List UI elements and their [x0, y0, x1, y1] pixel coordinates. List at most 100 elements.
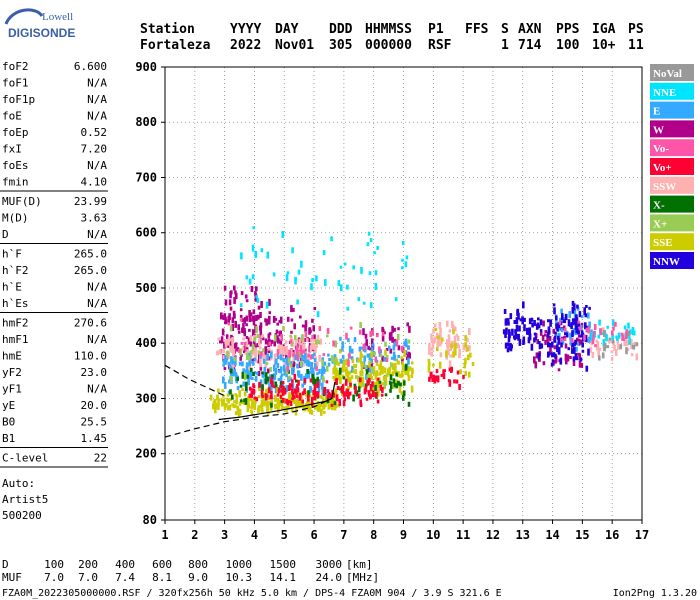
echo-mark-x [289, 363, 293, 368]
echo-mark-nnw [573, 303, 576, 311]
param-value: N/A [87, 77, 107, 90]
auto-text: 500200 [2, 509, 42, 522]
echo-mark-w [267, 349, 271, 353]
echo-mark-w [577, 338, 581, 346]
echo-mark-nne [310, 283, 313, 291]
echo-mark-x [294, 379, 298, 383]
echo-mark-nnw [556, 349, 559, 352]
y-tick-label: 200 [135, 447, 157, 461]
echo-mark-ssw [449, 354, 452, 358]
echo-mark-e [238, 361, 242, 366]
param-value: 23.99 [74, 195, 107, 208]
echo-mark-vo [338, 398, 341, 406]
x-tick-label: 6 [310, 528, 317, 542]
echo-mark-sse [235, 400, 238, 405]
header-label: YYYY [230, 22, 261, 37]
echo-mark-w [264, 318, 267, 323]
echo-mark-e [285, 357, 289, 365]
echo-mark-sse [309, 407, 312, 414]
footer-muf-value: 9.0 [188, 571, 208, 584]
footer-d-value: 1500 [270, 558, 297, 571]
echo-mark-x [262, 348, 265, 353]
echo-mark-ssw [447, 334, 451, 338]
echo-mark-vo [448, 367, 452, 372]
echo-mark-w [231, 317, 235, 324]
echo-mark-ssw [596, 341, 600, 349]
echo-mark-sse [282, 406, 286, 411]
echo-mark-vo [379, 384, 383, 391]
echo-mark-x [253, 336, 257, 342]
header-label: Station [140, 22, 195, 37]
echo-mark-nnw [550, 362, 554, 367]
echo-mark-vo [458, 384, 461, 390]
echo-mark-x [244, 397, 248, 405]
echo-mark-vo [432, 374, 435, 380]
param-label: h`E [2, 281, 22, 294]
echo-mark-vo [591, 340, 595, 344]
echo-mark-x [369, 360, 372, 364]
echo-mark-nnw [537, 352, 541, 360]
echo-mark-w [286, 316, 290, 322]
echo-mark-ssw [252, 349, 255, 354]
echo-mark-e [281, 383, 285, 388]
echo-mark-sse [241, 388, 244, 391]
echo-mark-e [568, 311, 571, 319]
echo-mark-x [338, 367, 342, 375]
echo-mark-w [534, 361, 538, 369]
x-tick-label: 12 [486, 528, 500, 542]
echo-mark-vo [380, 393, 384, 397]
echo-mark-e [318, 379, 321, 387]
param-label: h`F [2, 248, 22, 261]
echo-mark-w [406, 354, 410, 361]
echo-mark-nnw [530, 343, 534, 351]
echo-mark-sse [278, 399, 282, 406]
echo-mark-nnw [575, 314, 578, 319]
footer-muf-value: 8.1 [152, 571, 172, 584]
echo-mark-sse [222, 398, 226, 405]
echo-mark-ssw [446, 344, 449, 350]
echo-mark-ssw [433, 323, 437, 328]
echo-mark-vo [309, 378, 313, 383]
echo-mark-ssw [300, 342, 304, 349]
param-value: 265.0 [74, 264, 107, 277]
echo-mark-e [327, 353, 330, 357]
logo-line1: Lowell [42, 11, 73, 23]
echo-mark-w [245, 336, 249, 339]
echo-mark-sse [410, 374, 414, 379]
echo-mark-vo [330, 403, 334, 407]
x-tick-label: 5 [281, 528, 288, 542]
echo-mark-e [274, 367, 278, 375]
echo-mark-sse [464, 370, 467, 376]
echo-mark-vo [381, 386, 384, 393]
echo-mark-w [259, 312, 262, 318]
echo-mark-ssw [624, 338, 627, 342]
echo-mark-w [253, 330, 257, 334]
echo-mark-x [402, 394, 405, 401]
echo-mark-vo [267, 387, 271, 394]
echo-mark-ssw [290, 349, 293, 357]
echo-mark-vo [349, 382, 352, 387]
echo-mark-w [235, 293, 238, 300]
echo-mark-x [357, 375, 360, 382]
echo-mark-sse [427, 366, 431, 373]
echo-mark-nne [374, 283, 378, 290]
echo-mark-nnw [554, 331, 557, 335]
echo-mark-vo [281, 380, 285, 384]
echo-mark-x [229, 368, 233, 374]
echo-mark-w [385, 348, 389, 351]
legend-swatch [650, 176, 694, 194]
echo-mark-w [290, 318, 294, 322]
echo-mark-e [272, 373, 276, 381]
echo-mark-ssw [316, 334, 320, 341]
echo-mark-w [267, 333, 271, 339]
echo-mark-vo [578, 326, 582, 331]
echo-mark-nnw [581, 342, 584, 348]
echo-mark-x [384, 341, 387, 347]
x-tick-label: 9 [400, 528, 407, 542]
echo-mark-e [230, 356, 233, 364]
echo-mark-vo [436, 376, 440, 381]
echo-mark-x [274, 381, 278, 386]
echo-mark-w [234, 290, 237, 295]
echo-mark-vo [293, 395, 296, 399]
echo-mark-nnw [507, 329, 511, 333]
